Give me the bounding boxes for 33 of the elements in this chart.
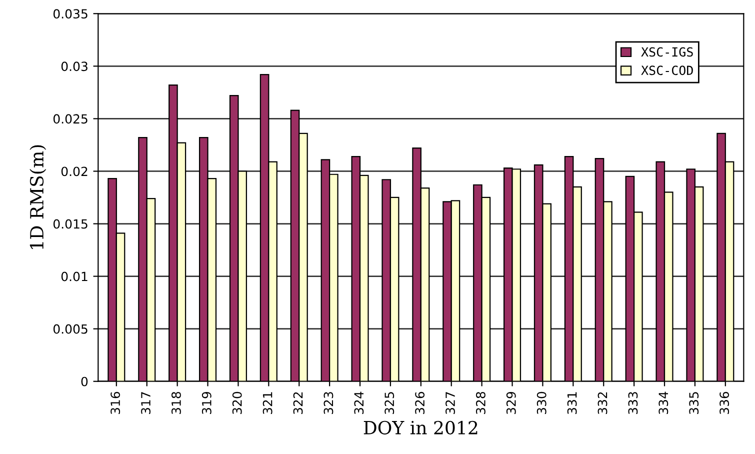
legend-label: XSC-IGS <box>641 47 693 57</box>
y-tick-label: 0.035 <box>53 9 88 19</box>
x-tick-label: 321 <box>262 392 272 414</box>
y-tick-label: 0 <box>81 376 88 386</box>
x-tick-label: 325 <box>384 392 394 414</box>
x-tick-label: 332 <box>598 392 608 414</box>
y-tick-label: 0.01 <box>61 272 88 282</box>
x-tick-label: 335 <box>689 392 699 414</box>
y-tick-label: 0.015 <box>53 219 88 229</box>
legend-label: XSC-COD <box>641 66 693 76</box>
x-tick-label: 316 <box>110 392 120 414</box>
x-tick-label: 322 <box>293 392 303 414</box>
x-tick-label: 334 <box>658 392 668 414</box>
x-tick-label: 328 <box>476 392 486 414</box>
x-tick-label: 331 <box>567 392 577 414</box>
x-tick-label: 319 <box>202 392 212 414</box>
x-tick-label: 330 <box>536 392 546 414</box>
x-tick-label: 324 <box>354 392 364 414</box>
x-axis-title: DOY in 2012 <box>364 420 478 434</box>
y-tick-label: 0.03 <box>61 62 88 72</box>
x-tick-label: 317 <box>141 392 150 414</box>
x-tick-label: 318 <box>171 392 181 414</box>
x-tick-label: 329 <box>506 392 516 414</box>
x-tick-label: 326 <box>415 392 425 414</box>
y-tick-label: 0.025 <box>53 114 88 124</box>
x-tick-label: 323 <box>324 392 334 414</box>
y-tick-label: 0.005 <box>53 324 88 334</box>
x-tick-label: 320 <box>232 392 242 414</box>
x-tick-label: 333 <box>628 392 638 414</box>
x-tick-label: 327 <box>446 392 455 414</box>
x-tick-label: 336 <box>720 392 730 414</box>
y-tick-label: 0.02 <box>61 166 88 176</box>
y-axis-title: 1D RMS(m) <box>30 145 46 249</box>
